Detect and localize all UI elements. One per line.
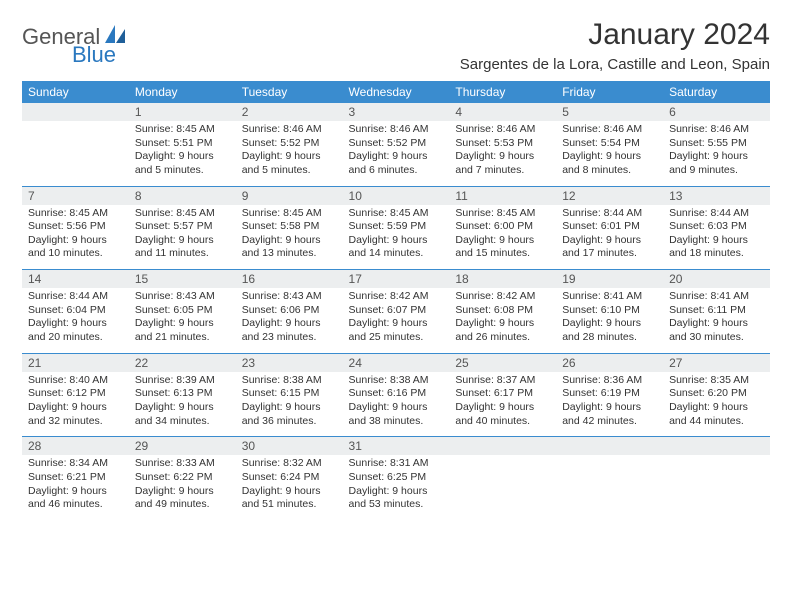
- day-header: Friday: [556, 81, 663, 103]
- day-number: 31: [343, 437, 450, 455]
- day-cell: Sunrise: 8:45 AMSunset: 5:59 PMDaylight:…: [343, 205, 450, 270]
- logo: General Blue: [22, 18, 127, 50]
- day-cell: [556, 455, 663, 520]
- day-cell: Sunrise: 8:31 AMSunset: 6:25 PMDaylight:…: [343, 455, 450, 520]
- daynum-row: 1 2 3 4 5 6: [22, 103, 770, 121]
- day-number: 24: [343, 354, 450, 372]
- content-row: Sunrise: 8:40 AMSunset: 6:12 PMDaylight:…: [22, 372, 770, 437]
- day-header: Monday: [129, 81, 236, 103]
- day-number: 3: [343, 103, 450, 121]
- day-number: 8: [129, 187, 236, 205]
- day-number: 15: [129, 270, 236, 288]
- day-header: Tuesday: [236, 81, 343, 103]
- day-cell: Sunrise: 8:41 AMSunset: 6:10 PMDaylight:…: [556, 288, 663, 353]
- day-header: Sunday: [22, 81, 129, 103]
- day-cell: [22, 121, 129, 186]
- day-number: [556, 437, 663, 455]
- content-row: Sunrise: 8:34 AMSunset: 6:21 PMDaylight:…: [22, 455, 770, 520]
- day-number: 10: [343, 187, 450, 205]
- daynum-row: 28 29 30 31: [22, 437, 770, 455]
- day-cell: [663, 455, 770, 520]
- day-cell: Sunrise: 8:34 AMSunset: 6:21 PMDaylight:…: [22, 455, 129, 520]
- day-cell: Sunrise: 8:46 AMSunset: 5:55 PMDaylight:…: [663, 121, 770, 186]
- day-cell: Sunrise: 8:43 AMSunset: 6:06 PMDaylight:…: [236, 288, 343, 353]
- day-cell: [449, 455, 556, 520]
- day-cell: Sunrise: 8:45 AMSunset: 6:00 PMDaylight:…: [449, 205, 556, 270]
- location-subtitle: Sargentes de la Lora, Castille and Leon,…: [460, 56, 770, 73]
- day-header-row: Sunday Monday Tuesday Wednesday Thursday…: [22, 81, 770, 103]
- day-number: 30: [236, 437, 343, 455]
- daynum-row: 14 15 16 17 18 19 20: [22, 270, 770, 288]
- day-cell: Sunrise: 8:32 AMSunset: 6:24 PMDaylight:…: [236, 455, 343, 520]
- day-cell: Sunrise: 8:45 AMSunset: 5:58 PMDaylight:…: [236, 205, 343, 270]
- day-cell: Sunrise: 8:46 AMSunset: 5:52 PMDaylight:…: [343, 121, 450, 186]
- logo-text-blue: Blue: [72, 42, 116, 68]
- day-cell: Sunrise: 8:37 AMSunset: 6:17 PMDaylight:…: [449, 372, 556, 437]
- day-number: 5: [556, 103, 663, 121]
- day-number: 12: [556, 187, 663, 205]
- day-number: [449, 437, 556, 455]
- day-number: 9: [236, 187, 343, 205]
- day-cell: Sunrise: 8:33 AMSunset: 6:22 PMDaylight:…: [129, 455, 236, 520]
- day-number: [663, 437, 770, 455]
- day-cell: Sunrise: 8:42 AMSunset: 6:07 PMDaylight:…: [343, 288, 450, 353]
- calendar-table: Sunday Monday Tuesday Wednesday Thursday…: [22, 81, 770, 520]
- day-number: 28: [22, 437, 129, 455]
- day-number: 17: [343, 270, 450, 288]
- day-cell: Sunrise: 8:43 AMSunset: 6:05 PMDaylight:…: [129, 288, 236, 353]
- day-cell: Sunrise: 8:46 AMSunset: 5:53 PMDaylight:…: [449, 121, 556, 186]
- day-cell: Sunrise: 8:45 AMSunset: 5:56 PMDaylight:…: [22, 205, 129, 270]
- day-number: 25: [449, 354, 556, 372]
- day-number: 18: [449, 270, 556, 288]
- day-number: [22, 103, 129, 121]
- day-header: Thursday: [449, 81, 556, 103]
- day-number: 4: [449, 103, 556, 121]
- day-cell: Sunrise: 8:45 AMSunset: 5:51 PMDaylight:…: [129, 121, 236, 186]
- day-number: 27: [663, 354, 770, 372]
- day-number: 2: [236, 103, 343, 121]
- day-cell: Sunrise: 8:39 AMSunset: 6:13 PMDaylight:…: [129, 372, 236, 437]
- content-row: Sunrise: 8:45 AMSunset: 5:56 PMDaylight:…: [22, 205, 770, 270]
- day-number: 6: [663, 103, 770, 121]
- day-cell: Sunrise: 8:42 AMSunset: 6:08 PMDaylight:…: [449, 288, 556, 353]
- day-cell: Sunrise: 8:40 AMSunset: 6:12 PMDaylight:…: [22, 372, 129, 437]
- day-header: Wednesday: [343, 81, 450, 103]
- daynum-row: 21 22 23 24 25 26 27: [22, 354, 770, 372]
- day-cell: Sunrise: 8:38 AMSunset: 6:15 PMDaylight:…: [236, 372, 343, 437]
- day-number: 22: [129, 354, 236, 372]
- day-cell: Sunrise: 8:45 AMSunset: 5:57 PMDaylight:…: [129, 205, 236, 270]
- daynum-row: 7 8 9 10 11 12 13: [22, 187, 770, 205]
- day-cell: Sunrise: 8:44 AMSunset: 6:01 PMDaylight:…: [556, 205, 663, 270]
- day-header: Saturday: [663, 81, 770, 103]
- day-number: 14: [22, 270, 129, 288]
- day-cell: Sunrise: 8:44 AMSunset: 6:04 PMDaylight:…: [22, 288, 129, 353]
- day-cell: Sunrise: 8:46 AMSunset: 5:52 PMDaylight:…: [236, 121, 343, 186]
- title-block: January 2024 Sargentes de la Lora, Casti…: [460, 18, 770, 73]
- header: General Blue January 2024 Sargentes de l…: [22, 18, 770, 73]
- day-cell: Sunrise: 8:46 AMSunset: 5:54 PMDaylight:…: [556, 121, 663, 186]
- day-cell: Sunrise: 8:35 AMSunset: 6:20 PMDaylight:…: [663, 372, 770, 437]
- day-cell: Sunrise: 8:41 AMSunset: 6:11 PMDaylight:…: [663, 288, 770, 353]
- month-title: January 2024: [460, 18, 770, 52]
- content-row: Sunrise: 8:44 AMSunset: 6:04 PMDaylight:…: [22, 288, 770, 353]
- day-number: 21: [22, 354, 129, 372]
- day-number: 13: [663, 187, 770, 205]
- day-number: 16: [236, 270, 343, 288]
- day-number: 26: [556, 354, 663, 372]
- day-cell: Sunrise: 8:36 AMSunset: 6:19 PMDaylight:…: [556, 372, 663, 437]
- day-number: 11: [449, 187, 556, 205]
- day-cell: Sunrise: 8:38 AMSunset: 6:16 PMDaylight:…: [343, 372, 450, 437]
- day-number: 1: [129, 103, 236, 121]
- day-cell: Sunrise: 8:44 AMSunset: 6:03 PMDaylight:…: [663, 205, 770, 270]
- content-row: Sunrise: 8:45 AMSunset: 5:51 PMDaylight:…: [22, 121, 770, 186]
- day-number: 7: [22, 187, 129, 205]
- day-number: 29: [129, 437, 236, 455]
- day-number: 19: [556, 270, 663, 288]
- day-number: 23: [236, 354, 343, 372]
- day-number: 20: [663, 270, 770, 288]
